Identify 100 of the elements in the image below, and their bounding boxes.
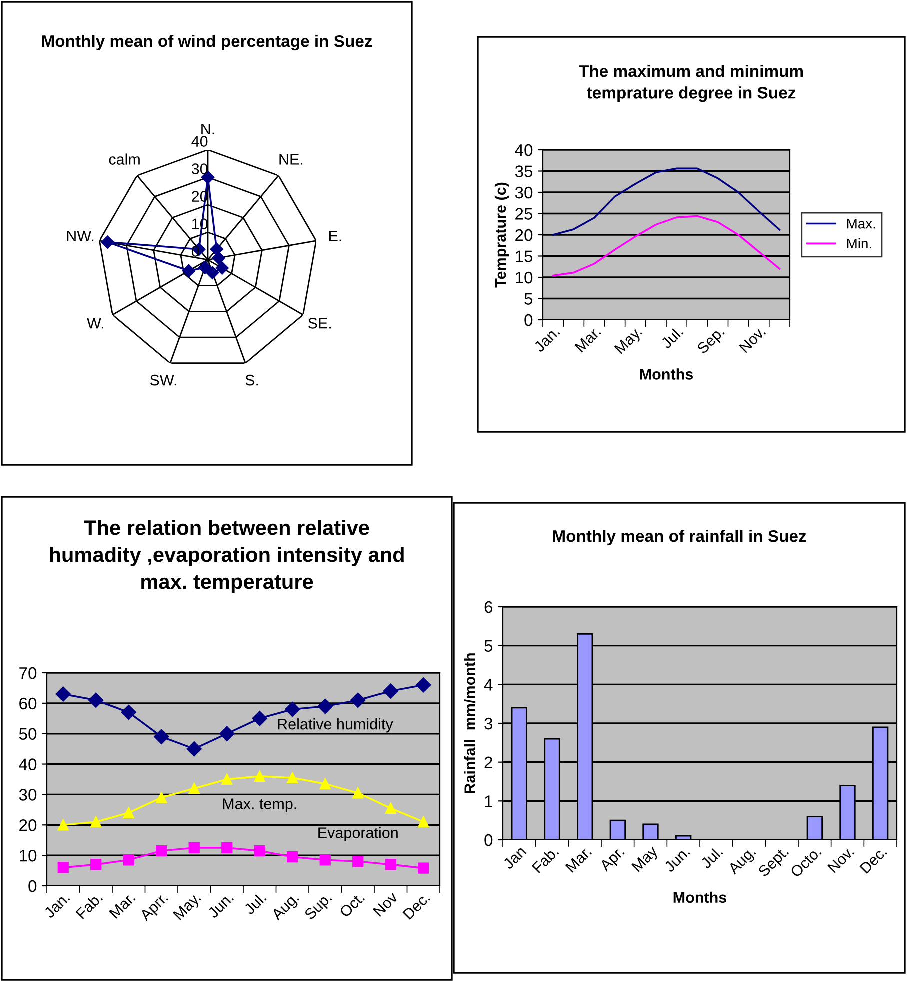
line-series (552, 168, 781, 236)
line-series (552, 215, 781, 277)
y-tick-label: 2 (484, 756, 492, 768)
x-tick-label: Oct. (339, 892, 366, 918)
y-tick-label: 40 (19, 758, 37, 770)
point (156, 845, 168, 857)
y-axis-title: Temprature (c) (494, 182, 510, 288)
x-tick-label: Dec. (402, 892, 431, 920)
point (56, 686, 71, 702)
point (90, 816, 102, 828)
x-tick-label: Jan (502, 846, 527, 870)
x-tick-label: May (632, 845, 661, 874)
x-tick-label: Nov (372, 891, 399, 918)
x-tick-label: Jul. (243, 892, 267, 916)
point (121, 704, 136, 720)
x-tick-label: Aug. (727, 846, 758, 878)
chart-title: The maximum and minimum temprature degree in Suez (579, 65, 803, 102)
spoke-label: S. (246, 374, 258, 386)
y-tick-label: 60 (20, 698, 37, 710)
point (123, 854, 134, 866)
y-tick-label: 70 (20, 667, 37, 680)
y-tick-label: 30 (192, 164, 208, 174)
point (385, 859, 396, 870)
y-tick-label: 4 (484, 679, 493, 691)
chart-title: Monthly mean of wind percentage in Suez (42, 35, 372, 51)
legend-label: Min. (847, 238, 872, 249)
point (58, 862, 69, 874)
x-tick-label: Mar. (109, 892, 136, 919)
x-tick-label: Apr. (599, 846, 627, 874)
point (88, 692, 104, 708)
point (385, 802, 396, 814)
spoke-label: E. (330, 230, 342, 242)
y-tick-label: 40 (515, 144, 533, 156)
y-tick-label: 50 (19, 728, 37, 740)
y-tick-label: 20 (516, 229, 533, 242)
x-tick-label: Nov. (828, 846, 855, 874)
series-label: Relative humidity (278, 718, 394, 733)
point (320, 778, 331, 790)
spoke-label: calm (109, 154, 140, 165)
point (123, 807, 134, 819)
y-tick-label: 10 (20, 850, 37, 862)
spoke-label: NW. (67, 230, 94, 242)
y-tick-label: 25 (516, 208, 533, 220)
x-tick-label: Jun. (664, 846, 691, 874)
point (58, 820, 69, 831)
y-tick-label: 5 (484, 640, 493, 652)
x-tick-label: Fab. (75, 892, 104, 920)
point (318, 698, 333, 714)
x-tick-label: Jul. (700, 846, 724, 870)
y-tick-label: 5 (524, 293, 533, 305)
series-label: Max. temp. (223, 798, 296, 812)
x-tick-label: May. (614, 326, 645, 357)
x-tick-label: Mar. (565, 846, 592, 873)
y-tick-label: 20 (20, 820, 37, 832)
point (352, 788, 364, 799)
x-tick-label: Octo. (790, 846, 822, 878)
point (222, 774, 233, 786)
chart-title: Monthly mean of rainfall in Suez (553, 530, 806, 546)
legend-label: Max. (847, 219, 876, 229)
y-tick-label: 15 (516, 250, 533, 262)
chart-title: The relation between relative humadity ,evaporation intensity and max. temperature (50, 520, 404, 594)
point (222, 842, 233, 854)
y-tick-label: 0 (28, 880, 37, 892)
spoke-label: W. (87, 318, 104, 329)
point (156, 792, 168, 804)
point (418, 816, 430, 828)
x-tick-label: Mar. (574, 326, 602, 353)
point (254, 770, 266, 782)
point (352, 856, 364, 868)
x-tick-label: Jan. (44, 892, 70, 920)
point (252, 711, 268, 726)
point (254, 845, 266, 857)
point (154, 729, 170, 744)
point (188, 783, 200, 794)
y-tick-label: 10 (516, 272, 533, 284)
x-tick-label: Sep. (696, 326, 728, 357)
x-tick-label: Jan. (533, 326, 560, 354)
x-tick-label: Aug. (270, 892, 302, 924)
point (287, 852, 298, 863)
spoke-label: SE. (308, 318, 332, 329)
x-tick-label: Dec. (860, 846, 888, 874)
point (320, 854, 331, 866)
y-tick-label: 6 (484, 601, 493, 614)
spoke-label: SW. (150, 374, 176, 386)
y-tick-label: 0 (524, 314, 533, 326)
y-tick-label: 35 (515, 166, 533, 178)
x-tick-label: Sup. (304, 892, 334, 923)
series-label: Evaporation (318, 827, 398, 842)
x-axis-title: Months (640, 368, 694, 380)
y-tick-label: 0 (484, 834, 493, 846)
y-tick-label: 3 (484, 718, 493, 730)
point (287, 772, 298, 784)
point (285, 702, 300, 718)
point (350, 692, 366, 708)
y-tick-label: 30 (19, 789, 37, 801)
y-tick-label: 40 (192, 136, 208, 147)
y-axis-title: Rainfall mm/month (464, 654, 476, 794)
point (418, 862, 430, 874)
spoke-label: NE. (280, 154, 303, 165)
point (416, 678, 432, 693)
